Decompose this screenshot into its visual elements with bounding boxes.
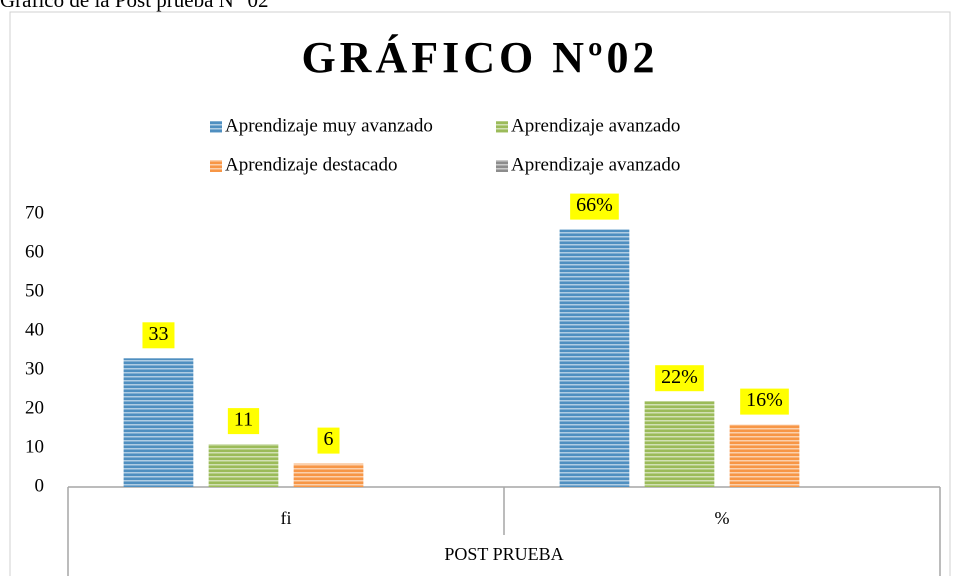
caption: Gráfico de la Post prueba N° 02 [0,0,269,12]
legend-label: Aprendizaje muy avanzado [225,115,433,136]
category-group-label: POST PRUEBA [444,544,563,564]
bar [644,401,715,487]
x-tick-label: % [715,508,730,528]
data-label: 33 [148,323,168,345]
y-tick-label: 70 [25,202,44,223]
y-tick-label: 10 [25,436,44,457]
y-tick-label: 40 [25,319,44,340]
data-label-bg [142,322,175,349]
legend-swatch [496,160,508,172]
legend-label: Aprendizaje avanzado [511,154,680,175]
data-label-bg [317,427,340,454]
legend-swatch [496,121,508,133]
y-tick-label: 20 [25,397,44,418]
data-label: 66% [576,194,613,216]
data-label: 22% [661,366,698,388]
y-tick-label: 0 [35,475,45,496]
legend-label: Aprendizaje avanzado [511,115,680,136]
legend-swatch [210,160,222,172]
data-label: 11 [234,409,253,431]
y-tick-label: 60 [25,241,44,262]
data-label: 6 [324,428,334,450]
legend-swatch [210,121,222,133]
chart-title: GRÁFICO Nº02 [301,33,658,82]
x-tick-label: fi [281,508,292,528]
data-label: 16% [746,389,783,411]
bar [729,424,800,487]
y-tick-label: 50 [25,280,44,301]
bar [559,229,630,487]
bar [208,444,279,487]
data-label-bg [227,408,260,435]
y-tick-label: 30 [25,358,44,379]
data-label-bg [740,388,789,415]
data-label-bg [655,365,704,392]
bar [293,463,364,487]
bar [123,358,194,487]
data-label-bg [570,193,619,220]
chart-frame [9,11,951,576]
legend-label: Aprendizaje destacado [225,154,398,175]
